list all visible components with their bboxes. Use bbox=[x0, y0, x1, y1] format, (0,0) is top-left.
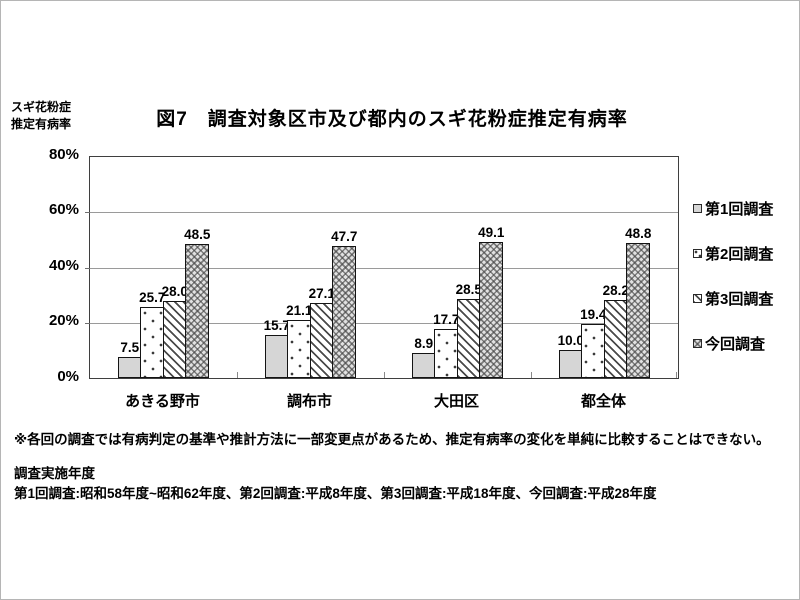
y-tickmark-20 bbox=[85, 322, 90, 324]
bar-series1-group4: 10.0 bbox=[558, 333, 584, 378]
y-axis-title-line1: スギ花粉症 bbox=[11, 100, 72, 114]
bar-value-label: 48.5 bbox=[184, 227, 211, 243]
x-label-ota: 大田区 bbox=[433, 393, 479, 410]
bar-group-2: 15.7 21.1 27.1 47.7 bbox=[237, 157, 384, 378]
bar-value-label: 10.0 bbox=[557, 333, 584, 349]
bar-value-label: 25.7 bbox=[139, 290, 166, 306]
legend-swatch-survey1 bbox=[693, 204, 702, 213]
gridline-20 bbox=[90, 322, 678, 324]
y-tick-20: 20% bbox=[48, 312, 79, 329]
y-tick-60: 60% bbox=[48, 201, 79, 218]
bar-value-label: 28.0 bbox=[161, 283, 188, 299]
bar-value-label: 19.4 bbox=[580, 307, 607, 323]
bar-group-3: 8.9 17.7 28.5 49.1 bbox=[384, 157, 531, 378]
bar-value-label: 8.9 bbox=[414, 336, 434, 352]
x-label-akiruno: あきる野市 bbox=[125, 393, 200, 410]
bar-series3-group2: 27.1 bbox=[309, 286, 335, 378]
x-label-chofu: 調布市 bbox=[286, 393, 332, 410]
bar-value-label: 49.1 bbox=[478, 225, 505, 241]
survey-years-heading: 調査実施年度 bbox=[14, 466, 95, 481]
bar-value-label: 17.7 bbox=[433, 312, 460, 328]
bar-series4-group2: 47.7 bbox=[331, 229, 357, 378]
y-tick-0: 0% bbox=[57, 368, 79, 385]
bar-series2-group1: 25.7 bbox=[139, 290, 165, 378]
bar-series2-group4: 19.4 bbox=[580, 307, 606, 378]
x-label-tozentai: 都全体 bbox=[580, 393, 626, 410]
legend-swatch-survey2 bbox=[693, 249, 702, 258]
y-tickmark-60 bbox=[85, 212, 90, 214]
bar-value-label: 48.8 bbox=[625, 226, 652, 242]
legend: 第1回調査 第2回調査 第3回調査 今回調査 bbox=[693, 200, 773, 380]
chart-title: 図7 調査対象区市及び都内のスギ花粉症推定有病率 bbox=[156, 109, 628, 130]
bar-groups: 7.5 25.7 28.0 48.5 15.7 21.1 27.1 47.7 8.9 17.7 28… bbox=[90, 157, 678, 378]
bar-series2-group2: 21.1 bbox=[286, 303, 312, 378]
y-tick-40: 40% bbox=[48, 257, 79, 274]
bar-series2-group3: 17.7 bbox=[433, 312, 459, 378]
gridline-40 bbox=[90, 267, 678, 269]
bar-group-1: 7.5 25.7 28.0 48.5 bbox=[90, 157, 237, 378]
y-axis-title-line2: 推定有病率 bbox=[11, 117, 72, 131]
bar-series1-group3: 8.9 bbox=[411, 336, 436, 378]
legend-label-current: 今回調査 bbox=[705, 336, 766, 353]
x-axis-labels: あきる野市 調布市 大田区 都全体 bbox=[89, 390, 677, 411]
bar-value-label: 27.1 bbox=[308, 286, 335, 302]
legend-label-survey3: 第3回調査 bbox=[705, 291, 774, 308]
legend-item-4: 今回調査 bbox=[693, 335, 773, 353]
x-tickmark-3 bbox=[531, 372, 532, 378]
bar-group-4: 10.0 19.4 28.2 48.8 bbox=[531, 157, 678, 378]
bar-series1-group1: 7.5 bbox=[117, 340, 142, 378]
bar-series4-group3: 49.1 bbox=[478, 225, 504, 378]
bar-series3-group4: 28.2 bbox=[603, 283, 629, 378]
bar-value-label: 21.1 bbox=[286, 302, 313, 318]
bar-series1-group2: 15.7 bbox=[264, 318, 290, 378]
bar-value-label: 28.5 bbox=[455, 282, 482, 298]
bar-series3-group1: 28.0 bbox=[162, 284, 188, 378]
legend-item-1: 第1回調査 bbox=[693, 200, 774, 218]
y-tick-80: 80% bbox=[48, 146, 79, 163]
gridline-60 bbox=[90, 212, 678, 214]
bar-series3-group3: 28.5 bbox=[456, 282, 482, 378]
bar-value-label: 47.7 bbox=[331, 229, 358, 245]
legend-item-2: 第2回調査 bbox=[693, 245, 774, 263]
x-tickmark-4 bbox=[676, 372, 677, 378]
survey-years-text: 第1回調査:昭和58年度~昭和62年度、第2回調査:平成8年度、第3回調査:平成… bbox=[14, 486, 657, 501]
legend-item-3: 第3回調査 bbox=[693, 290, 774, 308]
bar-series4-group1: 48.5 bbox=[184, 227, 210, 378]
bar-value-label: 7.5 bbox=[120, 340, 140, 356]
legend-swatch-current bbox=[693, 339, 702, 348]
legend-label-survey2: 第2回調査 bbox=[705, 246, 774, 263]
x-tickmark-1 bbox=[237, 372, 238, 378]
legend-label-survey1: 第1回調査 bbox=[705, 201, 774, 218]
bar-series4-group4: 48.8 bbox=[625, 226, 651, 378]
caution-note: ※各回の調査では有病判定の基準や推計方法に一部変更点があるため、推定有病率の変化… bbox=[14, 432, 770, 447]
plot-area: 7.5 25.7 28.0 48.5 15.7 21.1 27.1 47.7 8.9 17.7 28… bbox=[85, 156, 679, 379]
x-tickmark-2 bbox=[384, 372, 385, 378]
bar-value-label: 28.2 bbox=[602, 283, 629, 299]
y-axis-title: スギ花粉症 推定有病率 bbox=[11, 99, 71, 133]
y-tickmark-40 bbox=[85, 267, 90, 269]
legend-swatch-survey3 bbox=[693, 294, 702, 303]
bar-value-label: 15.7 bbox=[263, 317, 290, 333]
